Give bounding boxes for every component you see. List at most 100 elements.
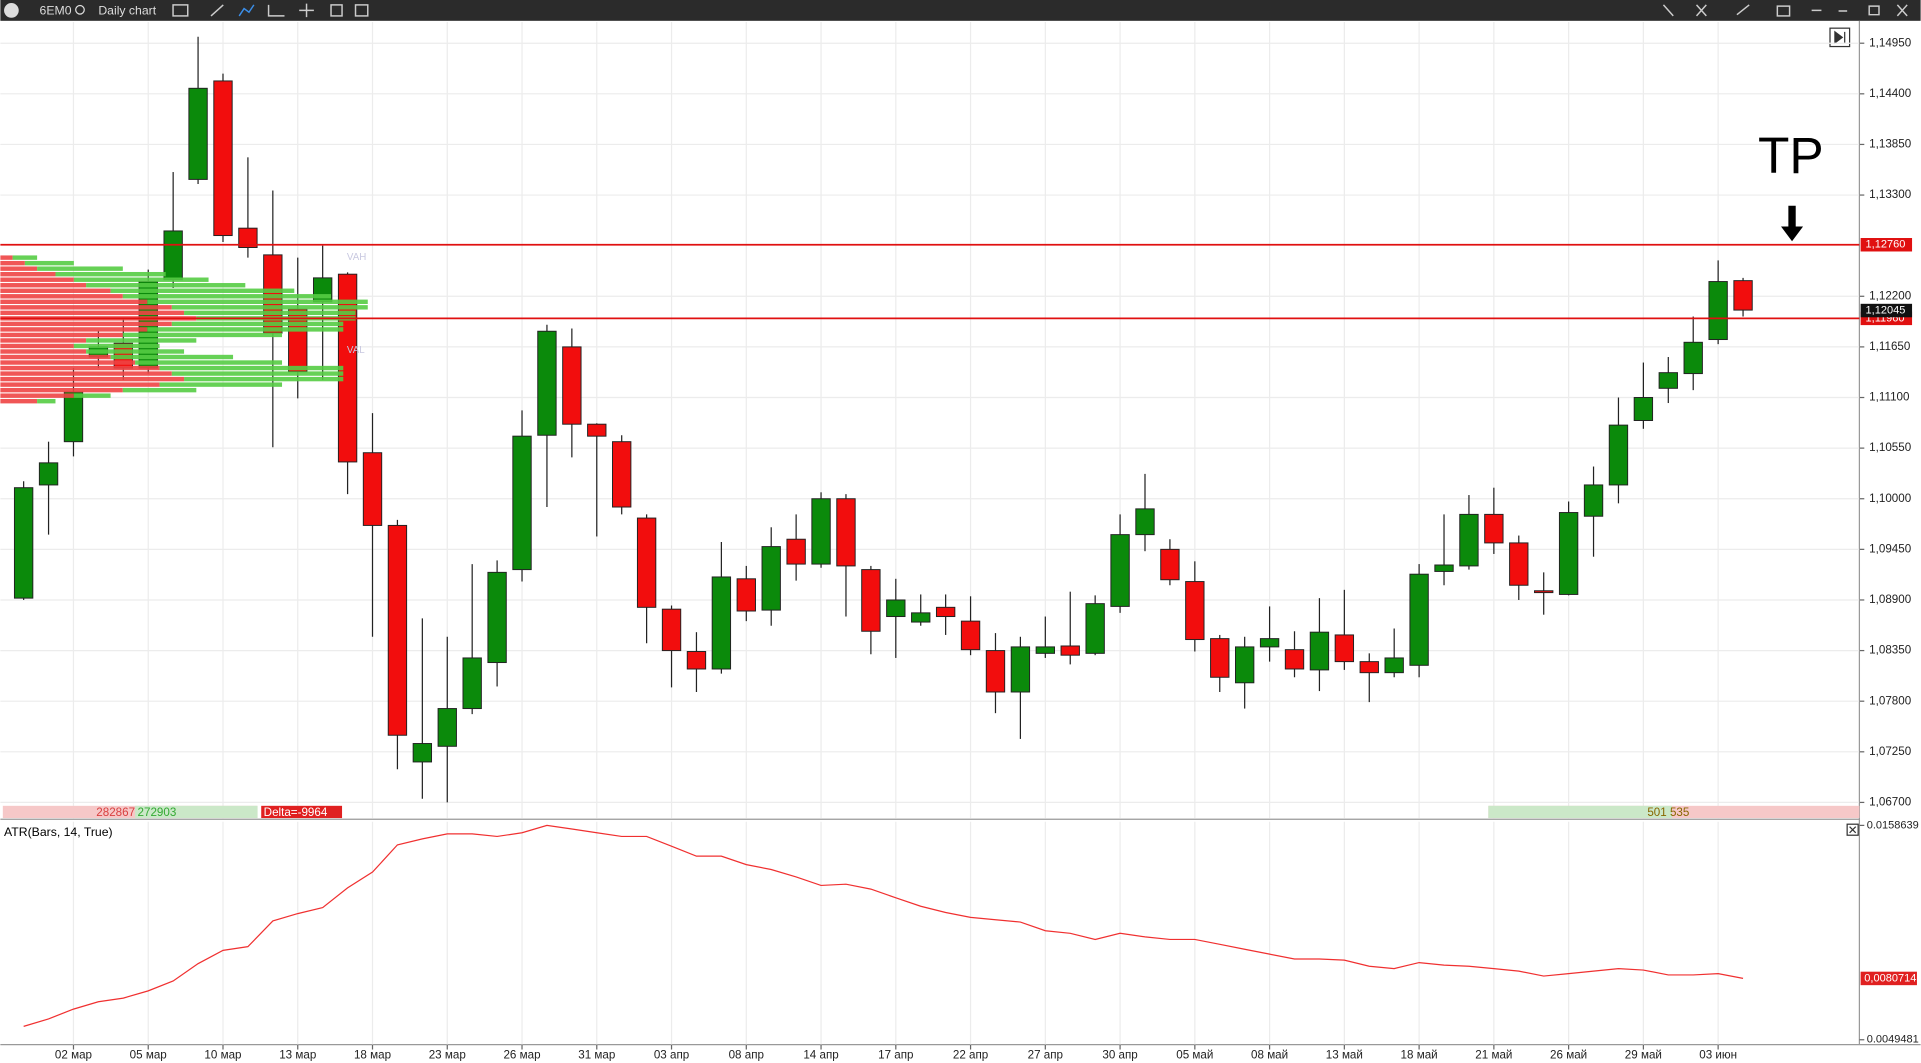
toolbar [0, 0, 1921, 21]
profile-buy [171, 321, 344, 327]
y-tick-label: 1,10550 [1869, 441, 1912, 454]
app-logo[interactable] [4, 3, 19, 18]
candle-body [711, 576, 732, 670]
profile-buy [122, 387, 197, 393]
candle-body [1633, 397, 1654, 422]
profile-sell [0, 393, 74, 398]
y-tick-label: 1,07250 [1869, 745, 1912, 758]
candle-body [1359, 661, 1379, 674]
profile-buy [24, 260, 74, 266]
candle-body [886, 599, 906, 618]
candle-body [13, 487, 34, 599]
icon[interactable] [330, 4, 343, 17]
candle-body [163, 230, 183, 281]
candle-body [462, 657, 482, 710]
icon[interactable] [354, 4, 369, 17]
candle-body [1733, 280, 1753, 311]
profile-sell [0, 277, 74, 282]
last-price-box [1860, 303, 1913, 318]
candle-body [1135, 508, 1155, 536]
x-tick-label: 10 мар [204, 1049, 241, 1062]
icon[interactable] [238, 4, 255, 17]
candle-body [1658, 372, 1678, 389]
candle-body [1160, 548, 1180, 581]
timeframe[interactable]: Daily chart [98, 3, 156, 17]
candle-body [960, 620, 981, 651]
y-tick-label: 1,06700 [1869, 796, 1912, 809]
icon[interactable] [210, 4, 224, 17]
candle-body [38, 462, 59, 486]
profile-sell [0, 387, 123, 393]
level-label: 1,12760 [1866, 239, 1906, 251]
profile-buy [171, 371, 344, 376]
candle-body [1210, 638, 1230, 678]
y-tick-label: 1,11650 [1869, 340, 1911, 353]
profile-sell [0, 338, 87, 343]
candle-body [911, 612, 931, 623]
plot: VAH VAL [0, 36, 1860, 1027]
search-icon[interactable] [75, 4, 85, 15]
y-tick-label: 1,11100 [1869, 391, 1910, 404]
x-tick-label: 05 май [1176, 1049, 1213, 1062]
icon[interactable] [1811, 4, 1908, 17]
candle-body [1085, 603, 1105, 654]
profile-sell [0, 288, 111, 293]
candle-body [238, 227, 258, 248]
profile-buy [135, 360, 283, 365]
y-tick-label: 0.0158639 [1867, 819, 1919, 831]
y-tick-label: 1,13850 [1869, 138, 1912, 151]
candle-body [1434, 564, 1454, 572]
icon[interactable] [1662, 4, 1750, 17]
candle-body [412, 743, 433, 763]
profile-buy [147, 299, 368, 305]
arrow [1781, 205, 1804, 242]
candle-body [1583, 484, 1604, 517]
candle-body [387, 524, 408, 736]
profile-sell [0, 266, 38, 271]
profile-buy [55, 271, 166, 277]
icon[interactable] [1776, 5, 1791, 17]
y-tick-label: 1,14950 [1869, 36, 1912, 49]
profile-buy [184, 310, 356, 316]
x-tick-label: 03 июн [1699, 1049, 1737, 1062]
profile-sell [0, 299, 148, 305]
profile-buy [86, 283, 246, 288]
indicator-line [23, 824, 1744, 1027]
profile-buy [12, 255, 38, 260]
icon[interactable] [299, 3, 314, 18]
x-tick-label: 30 апр [1102, 1049, 1137, 1062]
x-tick-label: 27 апр [1028, 1049, 1063, 1062]
stats-right: 501 535 [1647, 806, 1689, 819]
profile-sell [0, 382, 160, 387]
candle-body [811, 498, 831, 565]
candle-body [935, 606, 956, 618]
candle-body [362, 452, 383, 526]
x-tick-label: 08 апр [729, 1049, 764, 1062]
toolbar-icons [172, 3, 1908, 18]
y-tick-label: 1,13300 [1869, 188, 1912, 201]
x-tick-label: 08 май [1251, 1049, 1288, 1062]
icon[interactable] [172, 4, 189, 17]
y-tick-label: 1,07800 [1869, 694, 1912, 707]
symbol[interactable]: 6EM0 [40, 3, 72, 17]
profile-buy [159, 382, 283, 387]
candle-body [263, 254, 283, 334]
candle-body [1384, 657, 1404, 674]
icon[interactable] [267, 4, 285, 17]
y-tick-label: 1,08900 [1869, 593, 1912, 606]
candle-body [512, 435, 532, 571]
y-tick-label: 0.0049481 [1867, 1034, 1919, 1046]
x-tick-label: 05 мар [130, 1049, 167, 1062]
stats-sell: 282867 [96, 806, 135, 819]
y-tick-label: 1,12200 [1869, 289, 1912, 302]
profile-sell [0, 371, 172, 376]
x-tick-label: 14 апр [803, 1049, 838, 1062]
y-tick-label: 1,10000 [1869, 492, 1912, 505]
y-tick-label: 1,09450 [1869, 542, 1912, 555]
candle-body [1010, 646, 1031, 693]
profile-buy [73, 393, 111, 398]
profile-buy [122, 332, 283, 338]
x-tick-label: 31 мар [578, 1049, 615, 1062]
candle-body [636, 517, 657, 608]
